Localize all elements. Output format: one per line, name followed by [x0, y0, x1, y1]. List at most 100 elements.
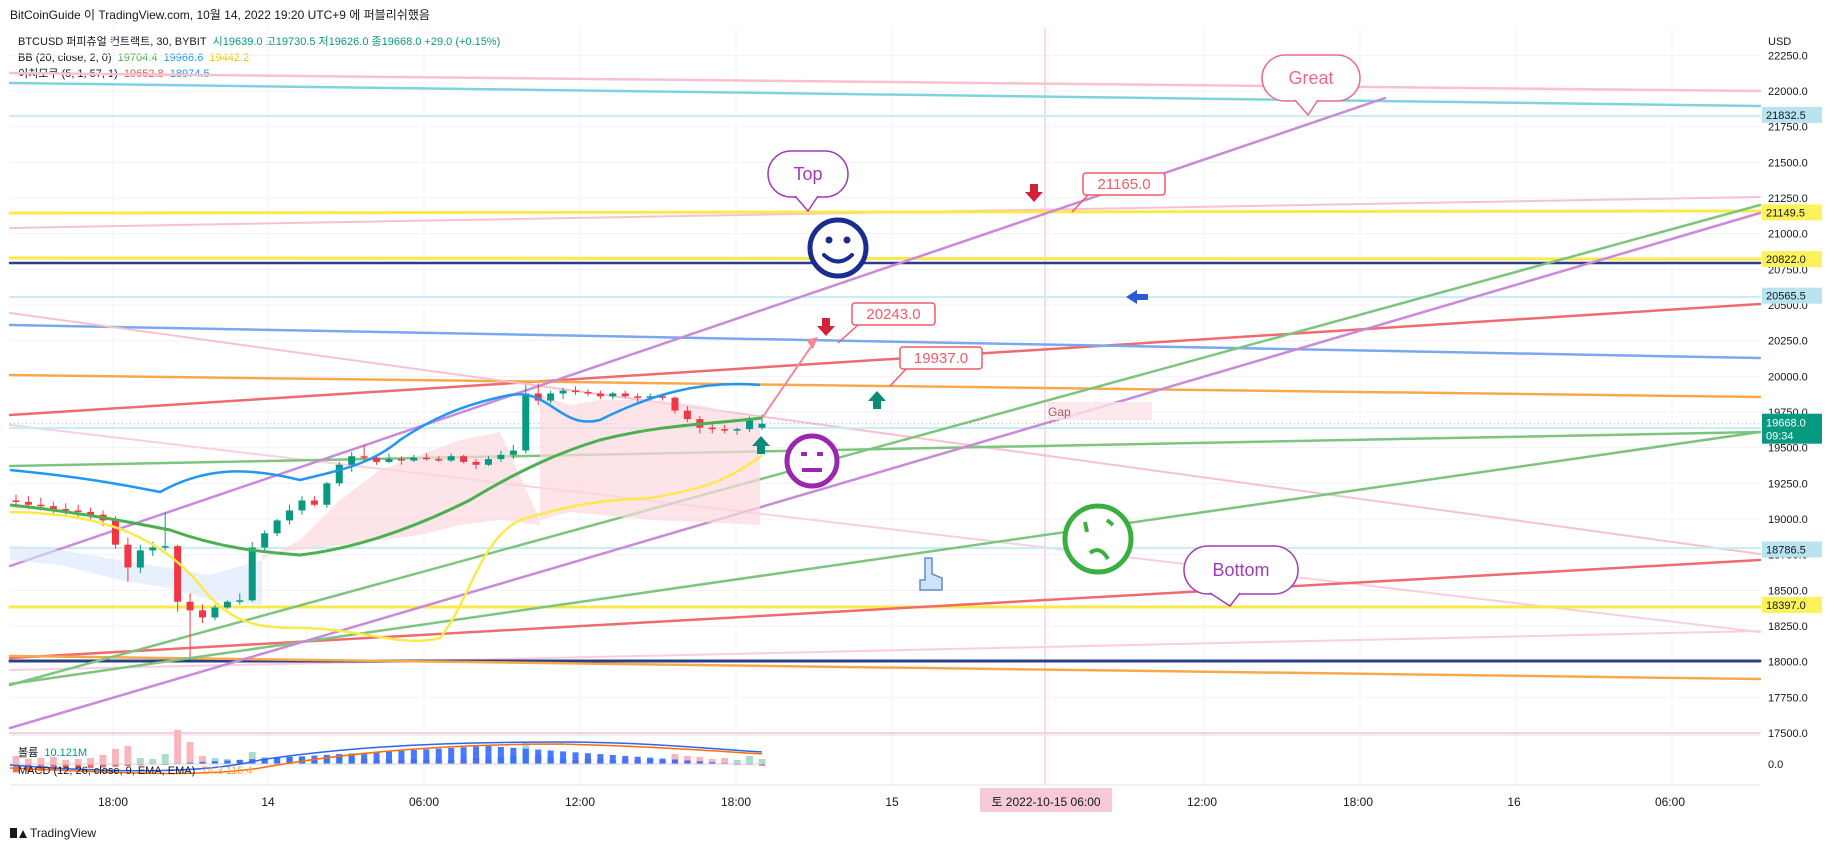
volume-bar [721, 758, 729, 764]
bottom-tail [1209, 592, 1241, 608]
candle-body [621, 393, 629, 397]
macd-signal-line [9, 743, 763, 775]
macd-histogram-bar [410, 750, 417, 764]
macd-histogram-bar [199, 761, 206, 764]
macd-histogram-bar [522, 748, 529, 764]
ichimoku-cloud [10, 395, 1152, 605]
candle-body [484, 459, 492, 465]
volume-bar [174, 730, 182, 764]
macd-histogram-bar [261, 758, 268, 764]
volume-value: 10.121M [44, 747, 88, 759]
volume-label: 볼륨 [18, 747, 39, 759]
macd-label: MACD (12, 26, close, 9, EMA, EMA) [18, 765, 196, 777]
tradingview-logo-icon [10, 828, 27, 838]
smiley-eye [825, 236, 833, 244]
volume-bar [37, 758, 45, 764]
candle-body [12, 500, 20, 502]
confused-eye [1105, 518, 1115, 527]
volume-bar [696, 757, 704, 764]
macd-histogram-bar [386, 751, 392, 764]
trend-line [9, 424, 1761, 633]
x-tick-label: 12:00 [1187, 795, 1217, 809]
footer-brand-label: TradingView [30, 826, 97, 840]
macd-histogram-bar [286, 757, 293, 764]
macd-histogram-bar [497, 746, 504, 764]
candle-body [522, 393, 530, 451]
target-20243-box [851, 302, 936, 326]
last-price-box [1762, 413, 1822, 444]
candle-body [273, 520, 281, 534]
volume-bar [74, 759, 82, 764]
candle-body [211, 607, 219, 618]
y-tick-label: 21500.0 [1768, 157, 1808, 169]
macd-histogram-bar [100, 764, 107, 768]
candlestick-series [12, 383, 766, 658]
candle-body [721, 429, 729, 431]
candle-body [584, 392, 592, 394]
candle-body [298, 500, 306, 511]
macd-histogram-bar [460, 747, 467, 764]
y-tick-label: 20750.0 [1768, 264, 1808, 276]
macd-histogram-bar [709, 762, 716, 764]
y-tick-label: 20250.0 [1768, 336, 1808, 348]
bottom-label: Bottom [1212, 560, 1269, 580]
candle-body [497, 454, 505, 460]
great-tail [1294, 99, 1319, 117]
candle-body [323, 483, 331, 505]
top-label: Top [793, 164, 822, 184]
macd-histogram-bar [348, 753, 355, 764]
great-label: Great [1288, 68, 1333, 88]
top-tail [794, 195, 819, 213]
volume-bar [149, 759, 157, 764]
volume-bar [746, 756, 754, 764]
candle-body [161, 546, 169, 548]
cursor-time-label: 토 2022-10-15 06:00 [991, 795, 1100, 809]
x-tick-label: 06:00 [1655, 795, 1685, 809]
macd-histogram-bar [236, 759, 243, 764]
macd-zero-label: 0.0 [1768, 759, 1783, 771]
trend-line [8, 81, 1762, 108]
x-tick-label: 16 [1507, 795, 1521, 809]
gap-zone [1048, 402, 1152, 420]
candle-body [534, 393, 542, 401]
trend-line [8, 302, 1762, 417]
macd-histogram-bar [510, 747, 517, 764]
trend-line [8, 558, 1762, 660]
macd-histogram-bar [647, 757, 654, 764]
price-chart[interactable]: Great Top Bottom Gap 21165.0 20243.0 19937.0 2… [0, 0, 1834, 820]
candle-body [385, 459, 393, 462]
macd-histogram-bar [187, 762, 194, 764]
x-tick-label: 18:00 [1343, 795, 1373, 809]
candle-body [360, 456, 368, 458]
macd-histogram-bar [124, 764, 131, 767]
candle-body [87, 511, 95, 515]
candle-body [236, 600, 244, 602]
candle-body [199, 610, 206, 618]
footer-brand[interactable]: TradingView [10, 826, 96, 840]
macd-line [9, 741, 763, 772]
volume-bar [758, 759, 766, 764]
macd-histogram-bar [298, 756, 305, 764]
macd-histogram-bar [560, 751, 567, 764]
cloud-area [262, 432, 540, 560]
macd-histogram-bar [659, 758, 666, 764]
candle-body [733, 429, 741, 431]
candle-body [746, 419, 754, 430]
macd-histogram-bar [684, 760, 691, 764]
x-tick-label: 06:00 [409, 795, 439, 809]
projection-arrow-head [806, 337, 818, 349]
price-label-box [1762, 597, 1822, 614]
macd-histogram-bar [50, 764, 57, 771]
candle-body [634, 396, 642, 398]
candle-body [335, 464, 343, 484]
pointing-hand-icon [919, 557, 943, 591]
macd-histogram-bar [87, 764, 94, 769]
price-label-box [1762, 287, 1822, 304]
macd-histogram-bar [584, 753, 591, 764]
macd-histogram-bar [373, 752, 380, 764]
macd-histogram-bar [435, 748, 442, 764]
macd-histogram-bar [62, 764, 69, 770]
macd-histogram-bar [485, 746, 492, 764]
candle-body [37, 504, 45, 507]
y-tick-label: 19250.0 [1768, 478, 1808, 490]
